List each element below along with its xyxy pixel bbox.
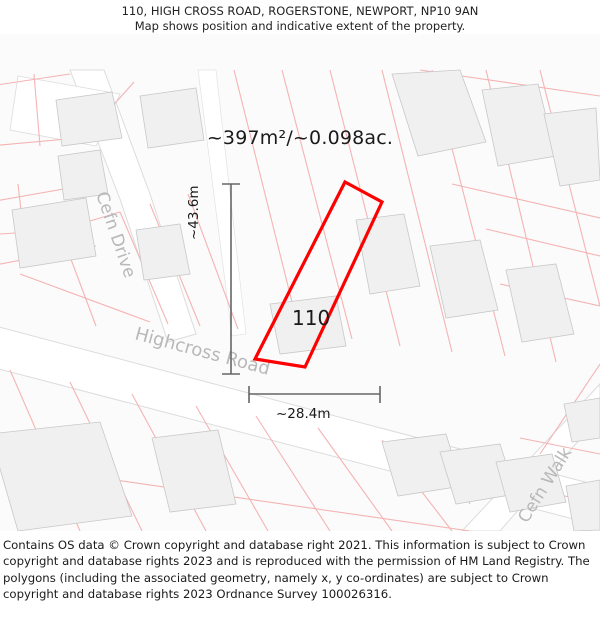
map-header: 110, HIGH CROSS ROAD, ROGERSTONE, NEWPOR… [0, 0, 600, 34]
property-map[interactable]: Cefn Drive Highcross Road Cefn Walk ~397… [0, 34, 600, 531]
property-boundary-outline[interactable] [252, 179, 385, 369]
map-canvas[interactable]: Cefn Drive Highcross Road Cefn Walk [0, 34, 600, 531]
map-description: Map shows position and indicative extent… [134, 19, 466, 33]
dimension-lines [222, 183, 381, 403]
road-access-north [197, 69, 247, 337]
building-footprints [0, 69, 600, 531]
property-address: 110, HIGH CROSS ROAD, ROGERSTONE, NEWPOR… [121, 4, 479, 18]
copyright-notice: Contains OS data © Crown copyright and d… [3, 538, 590, 602]
